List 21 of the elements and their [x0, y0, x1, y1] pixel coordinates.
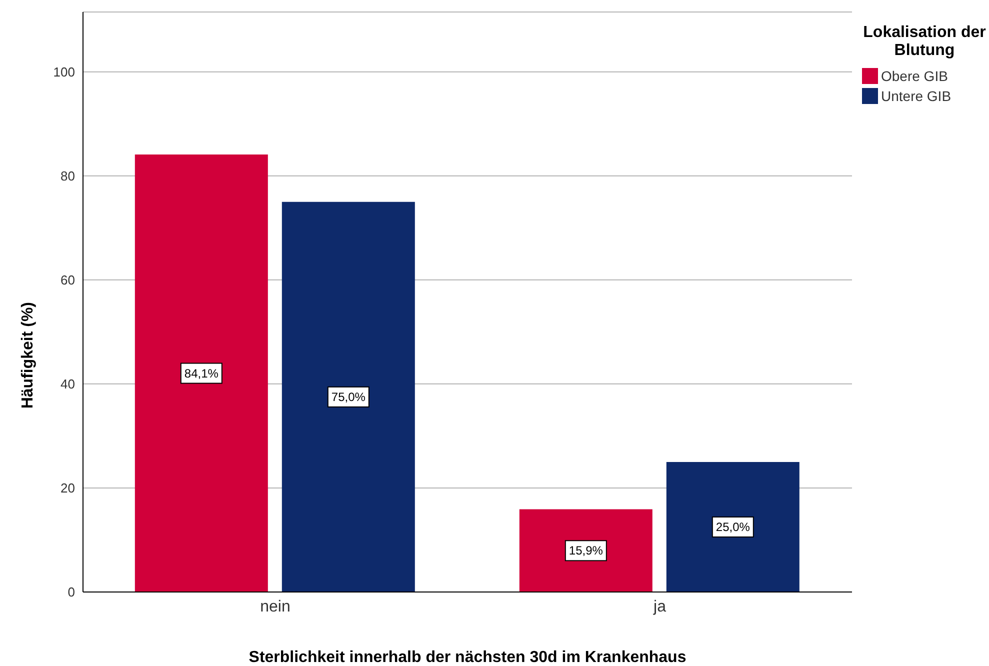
- data-label: 15,9%: [568, 544, 604, 558]
- data-label: 84,1%: [184, 366, 219, 380]
- bar: [666, 462, 800, 592]
- y-axis-title: Häufigkeit (%): [20, 302, 37, 409]
- legend-label: Obere GIB: [881, 68, 948, 84]
- bar: [282, 202, 415, 592]
- data-label: 25,0%: [716, 520, 750, 534]
- legend-title: Lokalisation der Blutung: [862, 24, 987, 60]
- y-tick-label: 80: [60, 168, 75, 184]
- y-tick-label: 0: [68, 584, 75, 600]
- data-label: 75,0%: [331, 390, 366, 404]
- y-tick-label: 100: [53, 64, 75, 80]
- y-tick-label: 20: [60, 480, 75, 496]
- x-axis-title: Sterblichkeit innerhalb der nächsten 30d im Krankenhaus: [248, 649, 686, 666]
- y-tick-label: 40: [60, 376, 75, 392]
- legend-label: Untere GIB: [881, 88, 952, 104]
- x-tick-label: nein: [260, 598, 290, 616]
- x-tick-label: ja: [652, 598, 666, 616]
- bar: [134, 154, 268, 592]
- y-tick-label: 60: [60, 272, 75, 288]
- bar: [519, 509, 652, 592]
